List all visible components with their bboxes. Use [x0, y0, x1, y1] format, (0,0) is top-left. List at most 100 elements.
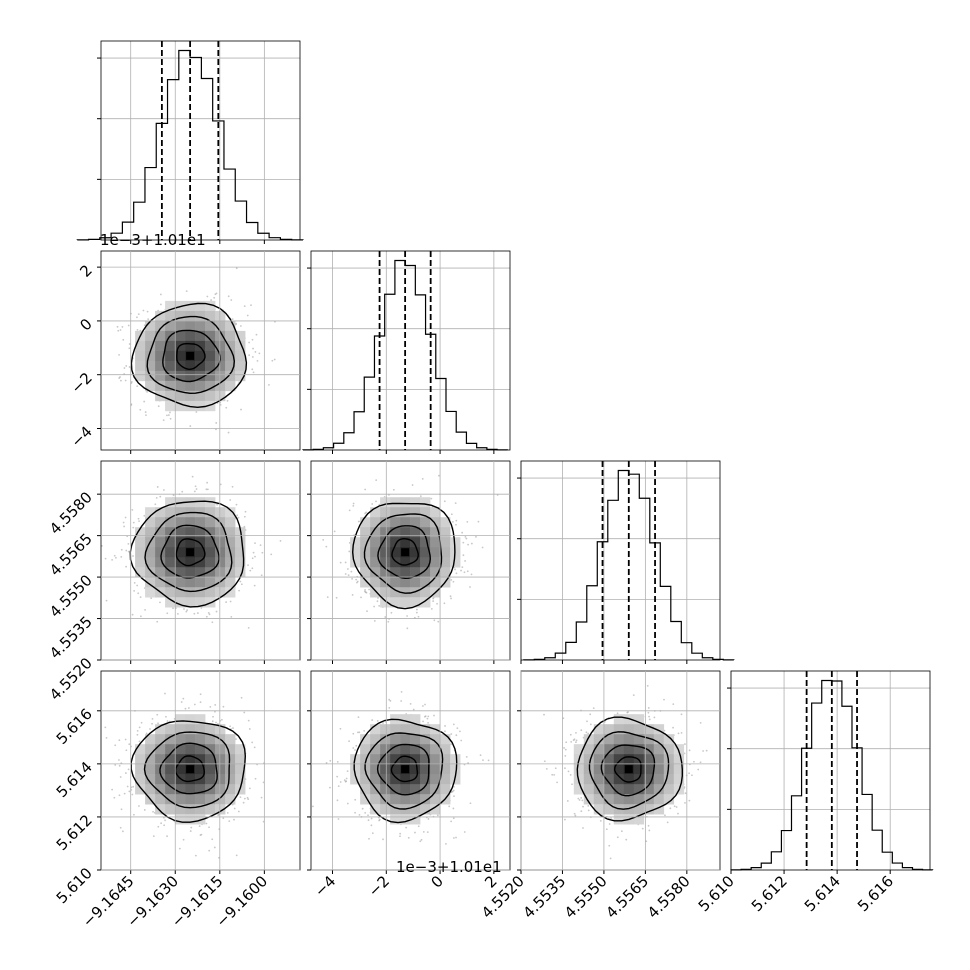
scatter-point [346, 568, 349, 570]
contour-line [576, 716, 683, 822]
density-cell [215, 794, 226, 805]
density-cell [370, 537, 381, 548]
contour-line [363, 513, 443, 594]
density-cell [205, 577, 216, 588]
scatter-point [553, 774, 556, 776]
density-cell [410, 744, 421, 755]
density-cell [175, 587, 186, 598]
y-tick-label: −4 [67, 423, 95, 451]
panel-content [543, 684, 708, 860]
density-cell [370, 577, 381, 588]
scatter-point [444, 730, 446, 733]
scatter-point [647, 824, 650, 827]
density-cell [410, 517, 421, 528]
scatter-point [208, 849, 211, 852]
scatter-point [222, 817, 225, 820]
x-tick-label: −4 [311, 872, 339, 900]
y-tick-label: 5.612 [53, 811, 96, 854]
scatter-panel-1-2 [100, 250, 301, 451]
density-cell [653, 774, 665, 785]
y-tick-label: 4.5580 [46, 488, 96, 538]
density-cell [400, 507, 411, 518]
density-cell [185, 370, 196, 382]
density-cell [360, 547, 371, 558]
density-peak [186, 548, 195, 557]
scatter-point [347, 574, 350, 577]
density-cell [430, 577, 441, 588]
scatter-point [114, 764, 117, 766]
scatter-point [352, 732, 355, 735]
density-cell [185, 330, 196, 342]
density-cell [633, 764, 645, 775]
panel-content [322, 474, 499, 630]
scatter-point [329, 759, 332, 762]
scatter-point [592, 707, 595, 709]
scatter-point [101, 544, 103, 547]
density-cell [155, 557, 166, 568]
scatter-point [450, 820, 453, 823]
panel-frame [730, 670, 931, 871]
panels-layer: 5.610 5.612 5.614 5.616−4−2024.55204.55354.… [46, 40, 934, 931]
density-cell [145, 330, 156, 342]
density-cell [135, 744, 146, 755]
scatter-point [124, 516, 127, 519]
scatter-point [215, 422, 218, 424]
density-cell [390, 497, 401, 508]
scatter-point [115, 556, 117, 559]
density-cell [185, 517, 196, 528]
scatter-point [225, 601, 228, 603]
scatter-point [411, 484, 414, 486]
density-cell [225, 754, 236, 765]
scatter-point [470, 573, 473, 576]
scatter-point [195, 411, 198, 413]
density-cell [195, 764, 206, 775]
density-cell [225, 577, 236, 588]
density-cell [400, 527, 411, 538]
density-cell [215, 754, 226, 765]
density-cell [450, 764, 461, 775]
scatter-point [370, 824, 373, 827]
density-cell [390, 537, 401, 548]
scatter-point [567, 770, 570, 773]
density-cell [205, 330, 216, 342]
scatter-point [699, 761, 702, 764]
density-cell [410, 764, 421, 775]
scatter-point [159, 303, 162, 306]
density-cell [175, 360, 186, 372]
scatter-point [105, 736, 108, 739]
scatter-point [551, 773, 554, 776]
density-cell [185, 587, 196, 598]
density-cell [235, 350, 246, 362]
density-cell [195, 724, 206, 735]
density-cell [450, 754, 461, 765]
scatter-point [137, 592, 140, 595]
scatter-point [373, 620, 376, 622]
density-cell [215, 370, 226, 382]
scatter-point [648, 718, 651, 721]
scatter-point [433, 619, 436, 622]
scatter-point [339, 561, 342, 564]
density-cell [135, 340, 146, 352]
scatter-point [344, 573, 347, 575]
scatter-point [648, 715, 650, 718]
scatter-point [215, 292, 218, 295]
scatter-point [462, 554, 465, 557]
scatter-point [387, 620, 390, 623]
contour-line [130, 720, 247, 823]
density-cell [450, 537, 461, 548]
density-cell [215, 507, 226, 518]
density-cell [643, 784, 655, 795]
density-cell [135, 370, 146, 382]
scatter-point [354, 798, 357, 801]
scatter-point [251, 368, 254, 371]
scatter-point [164, 692, 166, 695]
scatter-point [377, 597, 379, 599]
scatter-point [250, 304, 252, 307]
scatter-point [136, 385, 139, 388]
scatter-point [589, 713, 592, 716]
density-cell [380, 597, 391, 608]
scatter-point [154, 503, 157, 506]
scatter-point [227, 295, 230, 298]
scatter-point [189, 425, 192, 427]
scatter-point [455, 836, 457, 839]
